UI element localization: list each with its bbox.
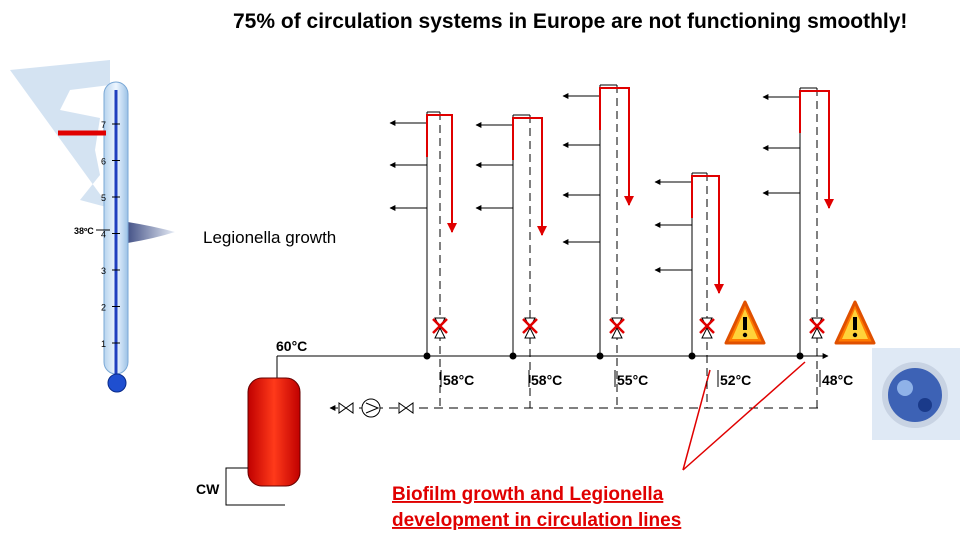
thermometer-reference: 38ºC — [74, 226, 94, 236]
slide: 75% of circulation systems in Europe are… — [0, 0, 960, 540]
flow-arrow — [692, 176, 719, 293]
riser-temperature: 55°C — [617, 372, 648, 388]
thermometer-scale-label: 6 — [101, 157, 106, 167]
flow-arrow — [800, 91, 829, 208]
junction — [510, 353, 517, 360]
warning-mark — [853, 317, 857, 330]
riser-temperature: 58°C — [531, 372, 562, 388]
thermometer-scale-label: 7 — [101, 120, 106, 130]
cold-water-label: CW — [196, 481, 220, 497]
legionella-label: Legionella growth — [203, 228, 336, 247]
riser-temperature: 52°C — [720, 372, 751, 388]
thermometer-scale-label: 3 — [101, 266, 106, 276]
thermometer-scale-label: 1 — [101, 339, 106, 349]
junction — [597, 353, 604, 360]
thermometer: 38ºC — [10, 60, 175, 392]
thermometer-scale-label: 2 — [101, 303, 106, 313]
warning-line: development in circulation lines — [392, 510, 681, 531]
riser-temperature: 58°C — [443, 372, 474, 388]
thermometer-scale-label: 5 — [101, 193, 106, 203]
junction — [424, 353, 431, 360]
junction — [689, 353, 696, 360]
diagram: 38ºC Legionella growth 60°C CW Biofilm g… — [0, 0, 960, 540]
flow-arrow — [513, 118, 542, 235]
thermometer-scale-label: 4 — [101, 230, 106, 240]
riser-temperature: 48°C — [822, 372, 853, 388]
warning-dot — [743, 333, 747, 337]
warning-dot — [853, 333, 857, 337]
flow-arrow — [600, 88, 629, 205]
lens-image — [872, 348, 960, 440]
warning-line: Biofilm growth and Legionella — [392, 484, 664, 505]
warning-mark — [743, 317, 747, 330]
junction — [797, 353, 804, 360]
supply-temperature: 60°C — [276, 338, 307, 354]
